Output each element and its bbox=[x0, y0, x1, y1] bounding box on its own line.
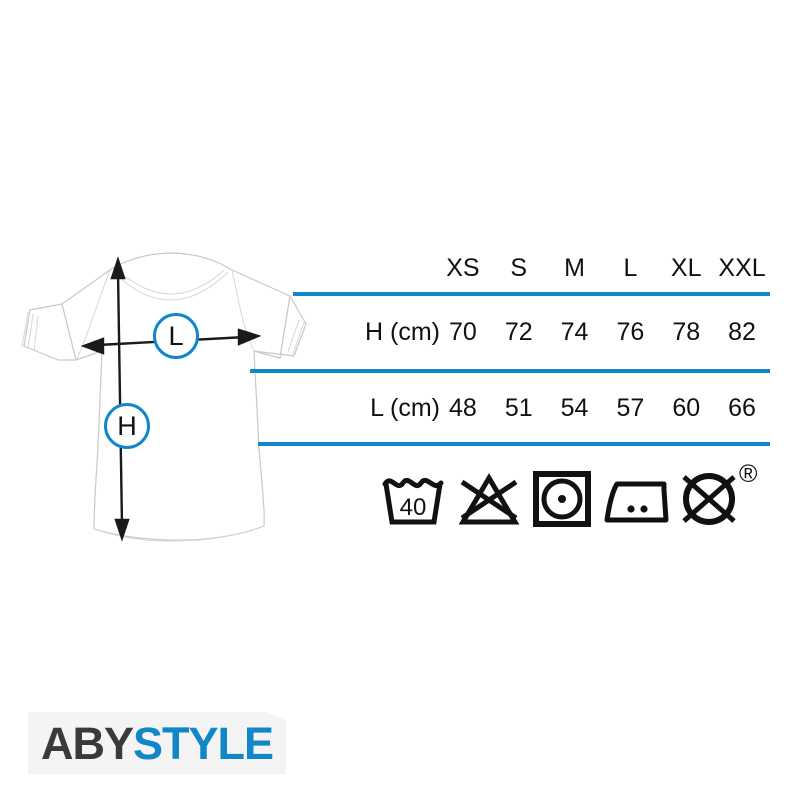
table-cell-h-l: 76 bbox=[616, 318, 645, 346]
shirt-seam-left bbox=[75, 269, 111, 361]
table-header-row: XS S M L XL XXL bbox=[435, 254, 770, 283]
tumble-dry-low-icon bbox=[533, 471, 591, 527]
table-row-length: 48 51 54 57 60 66 bbox=[435, 394, 770, 423]
table-cell-l-xxl: 66 bbox=[728, 394, 756, 422]
table-rule-top bbox=[293, 292, 770, 296]
table-header-xxl: XXL bbox=[718, 254, 766, 282]
row-label-height: H (cm) bbox=[365, 318, 440, 346]
iron-medium-icon bbox=[604, 481, 669, 523]
table-cell-h-xs: 70 bbox=[449, 318, 477, 346]
shirt-cuff-left-1 bbox=[21, 311, 29, 348]
logo-primary-text: ABY bbox=[40, 717, 134, 769]
table-rule-middle bbox=[250, 369, 770, 373]
table-row-height: 70 72 74 76 78 82 bbox=[435, 318, 770, 347]
shirt-cuff-right-2 bbox=[287, 319, 300, 353]
table-cell-l-l: 57 bbox=[616, 394, 645, 422]
height-arrow-head-top bbox=[110, 256, 126, 280]
table-header-xs: XS bbox=[446, 254, 480, 282]
abystyle-logo: ABYSTYLE bbox=[28, 712, 286, 774]
height-arrow-head-bottom bbox=[114, 518, 130, 542]
t-shirt-diagram bbox=[18, 248, 318, 568]
shirt-right-sleeve bbox=[253, 295, 307, 359]
height-badge-label: H bbox=[117, 410, 137, 441]
size-table: XS S M L XL XXL H (cm) 70 72 74 76 78 82… bbox=[250, 252, 770, 452]
width-arrow-head-right bbox=[237, 328, 262, 346]
table-cell-l-m: 54 bbox=[560, 394, 589, 422]
height-arrow-line bbox=[116, 271, 124, 527]
registered-trademark-icon: ® bbox=[739, 460, 758, 488]
t-shirt-svg bbox=[21, 252, 307, 542]
logo-secondary-text: STYLE bbox=[132, 717, 274, 769]
width-badge-label: L bbox=[168, 320, 184, 351]
width-arrow-head-left bbox=[80, 337, 105, 355]
shirt-hem-line bbox=[93, 525, 265, 542]
wash-temperature-label: 40 bbox=[400, 494, 427, 521]
shirt-cuff-left-2 bbox=[27, 313, 34, 350]
width-badge-l: L bbox=[153, 313, 199, 359]
shirt-left-sleeve bbox=[23, 303, 77, 361]
table-cell-l-xs: 48 bbox=[449, 394, 477, 422]
do-not-dry-clean-icon bbox=[682, 473, 736, 525]
shirt-cuff-right-1 bbox=[292, 321, 305, 355]
table-cell-h-m: 74 bbox=[560, 318, 589, 346]
wash-40-icon: 40 bbox=[382, 477, 444, 525]
do-not-bleach-icon bbox=[458, 473, 520, 525]
care-symbols-row: 40 ® bbox=[382, 462, 782, 542]
logo-text: ABYSTYLE bbox=[40, 717, 274, 769]
table-cell-h-xxl: 82 bbox=[728, 318, 756, 346]
table-cell-l-s: 51 bbox=[504, 394, 533, 422]
height-badge-h: H bbox=[104, 403, 150, 449]
shirt-cuff-left-3 bbox=[33, 315, 39, 352]
table-rule-bottom bbox=[258, 442, 770, 446]
table-header-m: M bbox=[564, 254, 585, 282]
table-cell-l-xl: 60 bbox=[672, 394, 701, 422]
table-header-l: L bbox=[623, 254, 638, 282]
shirt-seam-right bbox=[231, 269, 255, 352]
shirt-collar-outer bbox=[114, 271, 229, 301]
table-header-s: S bbox=[510, 254, 528, 282]
table-header-xl: XL bbox=[670, 254, 702, 282]
shirt-collar-inner bbox=[118, 269, 225, 295]
table-cell-h-s: 72 bbox=[504, 318, 533, 346]
row-label-length: L (cm) bbox=[370, 394, 440, 422]
table-cell-h-xl: 78 bbox=[672, 318, 701, 346]
